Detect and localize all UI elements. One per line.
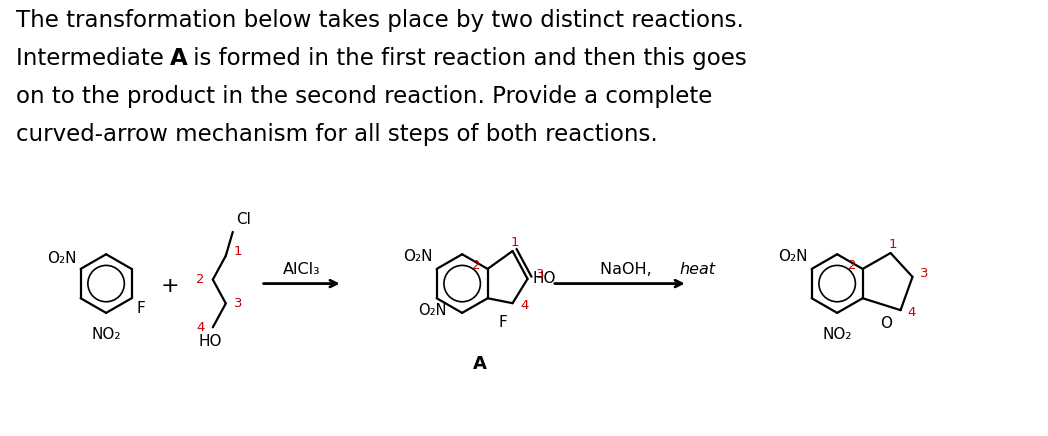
Text: O: O — [880, 316, 893, 331]
Text: Intermediate: Intermediate — [17, 47, 172, 70]
Text: The transformation below takes place by two distinct reactions.: The transformation below takes place by … — [17, 9, 744, 32]
Text: 3: 3 — [536, 269, 544, 281]
Text: heat: heat — [679, 262, 716, 276]
Text: 2: 2 — [848, 259, 856, 272]
Text: A: A — [474, 354, 487, 373]
Text: 1: 1 — [889, 238, 897, 251]
Text: O₂N: O₂N — [418, 303, 446, 318]
Text: NO₂: NO₂ — [91, 327, 121, 342]
Text: 1: 1 — [510, 235, 519, 249]
Text: 4: 4 — [908, 306, 916, 319]
Text: NaOH,: NaOH, — [599, 262, 657, 276]
Text: 4: 4 — [196, 321, 204, 334]
Text: 3: 3 — [919, 267, 927, 280]
Text: A: A — [170, 47, 188, 70]
Text: HO: HO — [198, 334, 221, 349]
Text: on to the product in the second reaction. Provide a complete: on to the product in the second reaction… — [17, 85, 713, 108]
Text: 1: 1 — [234, 245, 242, 258]
Text: 2: 2 — [473, 259, 481, 272]
Text: is formed in the first reaction and then this goes: is formed in the first reaction and then… — [185, 47, 746, 70]
Text: F: F — [499, 315, 507, 330]
Text: 2: 2 — [196, 273, 204, 286]
Text: O₂N: O₂N — [779, 249, 808, 264]
Text: F: F — [136, 301, 146, 316]
Text: HO: HO — [532, 271, 556, 286]
Text: +: + — [160, 276, 179, 296]
Text: AlCl₃: AlCl₃ — [283, 262, 321, 276]
Text: 4: 4 — [521, 299, 529, 312]
Text: O₂N: O₂N — [403, 249, 433, 264]
Text: O₂N: O₂N — [47, 251, 77, 266]
Text: Cl: Cl — [236, 212, 250, 227]
Text: curved-arrow mechanism for all steps of both reactions.: curved-arrow mechanism for all steps of … — [17, 123, 658, 146]
Text: NO₂: NO₂ — [823, 327, 852, 342]
Text: 3: 3 — [234, 297, 242, 310]
